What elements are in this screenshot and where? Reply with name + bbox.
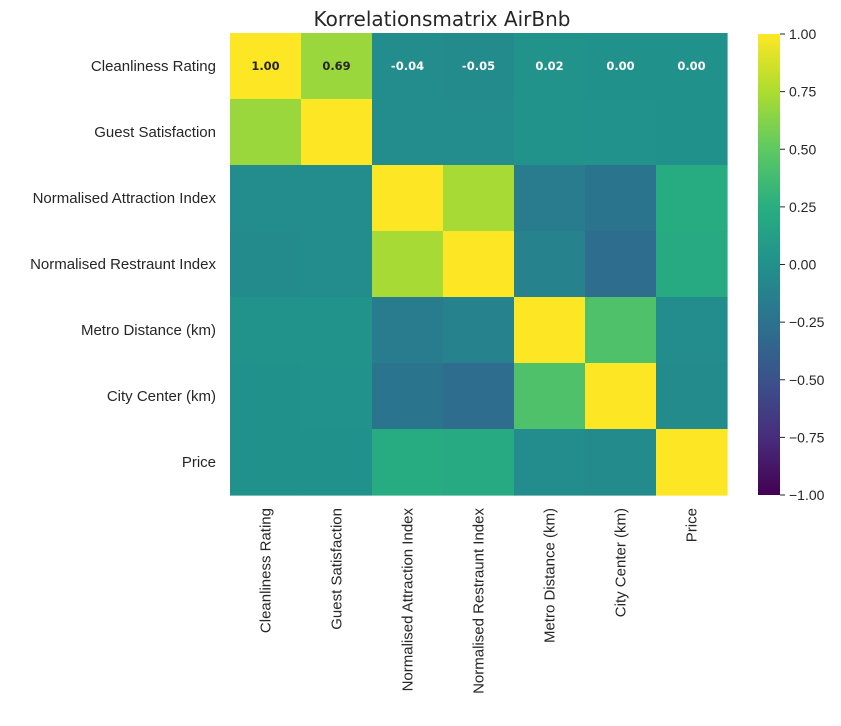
y-tick-label: Guest Satisfaction bbox=[94, 124, 216, 141]
heatmap-cell bbox=[443, 165, 515, 232]
colorbar-tick-label: −1.00 bbox=[789, 487, 825, 503]
x-tick-label: Guest Satisfaction bbox=[329, 508, 346, 630]
x-tick-label: Normalised Attraction Index bbox=[400, 508, 417, 692]
heatmap-cell bbox=[301, 33, 373, 100]
heatmap-cell bbox=[514, 297, 586, 364]
heatmap-cell bbox=[585, 165, 657, 232]
x-tick-label: Metro Distance (km) bbox=[542, 508, 559, 643]
colorbar bbox=[758, 34, 780, 495]
heatmap-cell bbox=[230, 231, 302, 298]
y-tick-label: Normalised Restraunt Index bbox=[30, 256, 216, 273]
cell-annotation: 1.00 bbox=[251, 59, 279, 73]
heatmap-cell bbox=[656, 363, 728, 430]
cell-annotation: 0.00 bbox=[606, 59, 634, 73]
heatmap-cell bbox=[585, 429, 657, 496]
colorbar-ticks: 1.00 0.75 0.50 0.25 0.00 −0.25 −0.50 −0.75 −1.00 bbox=[780, 26, 825, 503]
heatmap-cell bbox=[443, 231, 515, 298]
heatmap-cell bbox=[443, 99, 515, 166]
y-tick-label: Metro Distance (km) bbox=[81, 322, 216, 339]
heatmap-cell bbox=[372, 99, 444, 166]
heatmap-cell bbox=[301, 429, 373, 496]
heatmap-cell bbox=[585, 33, 657, 100]
cell-annotation: 0.00 bbox=[677, 59, 705, 73]
heatmap-cell bbox=[230, 363, 302, 430]
heatmap-cell bbox=[656, 99, 728, 166]
y-tick-label: Cleanliness Rating bbox=[91, 58, 216, 75]
cell-annotation: -0.05 bbox=[462, 59, 495, 73]
heatmap-cell bbox=[443, 297, 515, 364]
x-tick-label: Cleanliness Rating bbox=[258, 508, 275, 633]
heatmap-cell bbox=[443, 429, 515, 496]
heatmap-cell bbox=[230, 429, 302, 496]
heatmap-cell bbox=[585, 99, 657, 166]
colorbar-tick-label: 0.75 bbox=[789, 84, 816, 100]
heatmap-cell bbox=[372, 165, 444, 232]
heatmap-cell bbox=[301, 165, 373, 232]
chart-title: Korrelationsmatrix AirBnb bbox=[314, 7, 571, 31]
x-axis-tick-labels: Cleanliness Rating Guest Satisfaction Norm… bbox=[258, 508, 701, 694]
heatmap-cell bbox=[372, 33, 444, 100]
heatmap-cell bbox=[656, 297, 728, 364]
heatmap-cell bbox=[656, 165, 728, 232]
heatmap-cell bbox=[443, 363, 515, 430]
heatmap-cell bbox=[656, 429, 728, 496]
cell-annotations: 1.00 0.69 -0.04 -0.05 0.02 0.00 0.00 bbox=[251, 59, 705, 73]
heatmap-cell bbox=[656, 33, 728, 100]
heatmap-cell bbox=[301, 99, 373, 166]
y-tick-label: Price bbox=[182, 454, 216, 471]
cell-annotation: -0.04 bbox=[391, 59, 424, 73]
heatmap-cell bbox=[372, 297, 444, 364]
heatmap-cells bbox=[230, 33, 728, 496]
heatmap-cell bbox=[230, 165, 302, 232]
heatmap-cell bbox=[301, 297, 373, 364]
x-tick-label: Normalised Restraunt Index bbox=[471, 508, 488, 694]
heatmap-cell bbox=[514, 99, 586, 166]
cell-annotation: 0.69 bbox=[322, 59, 350, 73]
heatmap-cell bbox=[585, 297, 657, 364]
heatmap-cell bbox=[230, 33, 302, 100]
heatmap-cell bbox=[514, 429, 586, 496]
y-tick-label: Normalised Attraction Index bbox=[33, 190, 217, 207]
heatmap-cell bbox=[656, 231, 728, 298]
heatmap-cell bbox=[301, 363, 373, 430]
heatmap-cell bbox=[230, 99, 302, 166]
heatmap-cell bbox=[372, 429, 444, 496]
colorbar-tick-label: −0.50 bbox=[789, 372, 825, 388]
heatmap-cell bbox=[585, 363, 657, 430]
y-tick-label: City Center (km) bbox=[107, 388, 216, 405]
colorbar-tick-label: 1.00 bbox=[789, 26, 816, 42]
colorbar-tick-label: 0.25 bbox=[789, 199, 816, 215]
x-tick-label: City Center (km) bbox=[613, 508, 630, 617]
heatmap-cell bbox=[372, 231, 444, 298]
heatmap-cell bbox=[514, 33, 586, 100]
heatmap-cell bbox=[585, 231, 657, 298]
heatmap-cell bbox=[514, 165, 586, 232]
cell-annotation: 0.02 bbox=[535, 59, 563, 73]
heatmap-cell bbox=[372, 363, 444, 430]
x-tick-label: Price bbox=[684, 508, 701, 542]
colorbar-tick-label: 0.00 bbox=[789, 257, 816, 273]
heatmap-cell bbox=[514, 363, 586, 430]
colorbar-tick-label: −0.75 bbox=[789, 429, 825, 445]
heatmap-cell bbox=[301, 231, 373, 298]
heatmap-cell bbox=[443, 33, 515, 100]
colorbar-tick-label: −0.25 bbox=[789, 314, 825, 330]
heatmap-cell bbox=[230, 297, 302, 364]
heatmap-cell bbox=[514, 231, 586, 298]
colorbar-tick-label: 0.50 bbox=[789, 141, 816, 157]
y-axis-tick-labels: Cleanliness Rating Guest Satisfaction Norm… bbox=[30, 58, 216, 471]
